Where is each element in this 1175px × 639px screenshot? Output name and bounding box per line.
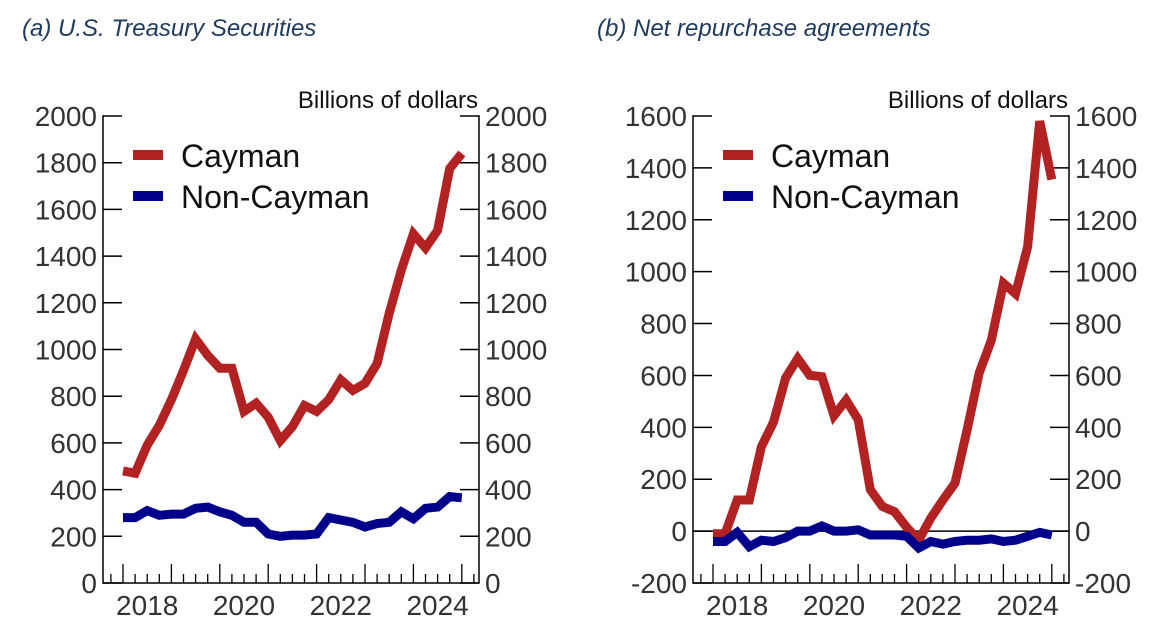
y-tick-label-left: 2000 [35, 101, 97, 132]
y-tick-label-left: 600 [50, 428, 97, 459]
y-tick-label-left: 0 [81, 568, 97, 599]
y-tick-label-right: 600 [1075, 360, 1122, 391]
x-tick-label: 2018 [706, 590, 768, 621]
y-tick-label-left: 200 [640, 464, 687, 495]
panel-title: (a) U.S. Treasury Securities [22, 15, 316, 42]
x-tick-label: 2020 [213, 590, 275, 621]
y-tick-label-left: 1200 [625, 205, 687, 236]
y-tick-label-left: 1400 [625, 153, 687, 184]
panel-treasury-securities: (a) U.S. Treasury Securities Billions of… [22, 15, 547, 621]
x-tick-label: 2020 [803, 590, 865, 621]
y-tick-label-right: 1000 [485, 335, 547, 366]
legend-label: Non-Cayman [181, 179, 370, 215]
unit-label: Billions of dollars [298, 87, 478, 114]
y-tick-label-left: 1800 [35, 148, 97, 179]
y-tick-label-left: 800 [640, 309, 687, 340]
y-tick-label-right: 2000 [485, 101, 547, 132]
y-tick-label-right: 400 [1075, 412, 1122, 443]
y-tick-label-left: 800 [50, 381, 97, 412]
panel-net-repurchase-agreements: (b) Net repurchase agreements Billions o… [597, 15, 1137, 621]
y-tick-label-right: 1600 [1075, 101, 1137, 132]
y-tick-label-right: 200 [1075, 464, 1122, 495]
y-tick-label-left: 1400 [35, 241, 97, 272]
y-tick-label-right: 1000 [1075, 257, 1137, 288]
y-tick-label-right: 1800 [485, 148, 547, 179]
y-tick-label-right: 1400 [1075, 153, 1137, 184]
y-tick-label-left: 1600 [35, 194, 97, 225]
panel-title: (b) Net repurchase agreements [597, 15, 931, 42]
series-line [713, 526, 1052, 548]
y-tick-label-right: 1400 [485, 241, 547, 272]
y-tick-label-left: 1000 [35, 335, 97, 366]
series-line [123, 497, 462, 537]
y-tick-label-right: -200 [1075, 568, 1131, 599]
y-tick-label-left: 1000 [625, 257, 687, 288]
y-tick-label-right: 1200 [485, 288, 547, 319]
series-non-cayman [713, 526, 1052, 548]
y-tick-label-right: 800 [485, 381, 532, 412]
x-tick-label: 2022 [310, 590, 372, 621]
y-tick-label-right: 200 [485, 521, 532, 552]
y-tick-label-left: 0 [671, 516, 687, 547]
y-tick-label-right: 400 [485, 475, 532, 506]
y-tick-label-left: 1200 [35, 288, 97, 319]
legend-label: Cayman [771, 138, 890, 174]
y-tick-label-right: 1600 [485, 194, 547, 225]
x-tick-label: 2024 [406, 590, 468, 621]
legend-label: Non-Cayman [771, 179, 960, 215]
y-tick-label-left: 200 [50, 521, 97, 552]
x-tick-label: 2018 [116, 590, 178, 621]
y-tick-label-right: 0 [485, 568, 501, 599]
series-non-cayman [123, 497, 462, 537]
unit-label: Billions of dollars [888, 87, 1068, 114]
x-tick-label: 2022 [900, 590, 962, 621]
y-tick-label-right: 600 [485, 428, 532, 459]
y-tick-label-left: 1600 [625, 101, 687, 132]
y-tick-label-right: 800 [1075, 309, 1122, 340]
y-tick-label-left: 400 [50, 475, 97, 506]
y-tick-label-left: -200 [631, 568, 687, 599]
y-tick-label-left: 600 [640, 360, 687, 391]
x-tick-label: 2024 [996, 590, 1058, 621]
y-tick-label-right: 1200 [1075, 205, 1137, 236]
legend-label: Cayman [181, 138, 300, 174]
y-tick-label-left: 400 [640, 412, 687, 443]
y-tick-label-right: 0 [1075, 516, 1091, 547]
